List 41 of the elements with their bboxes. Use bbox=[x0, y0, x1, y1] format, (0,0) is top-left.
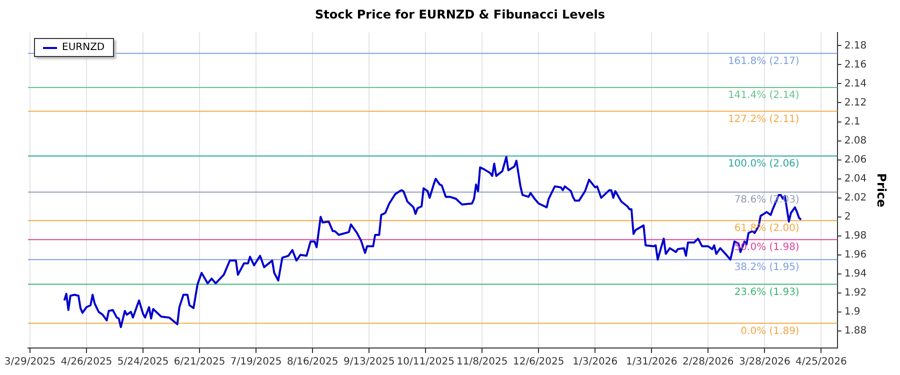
x-tick-label: 3/29/2025 bbox=[4, 356, 56, 368]
x-tick-label: 5/24/2025 bbox=[117, 356, 169, 368]
y-tick-label: 2.06 bbox=[844, 154, 867, 166]
y-tick-label: 1.88 bbox=[844, 325, 867, 336]
y-tick-label: 1.9 bbox=[844, 306, 860, 318]
y-axis-title: Price bbox=[874, 173, 889, 208]
x-tick-label: 3/28/2026 bbox=[739, 356, 790, 368]
x-tick-label: 9/13/2025 bbox=[343, 356, 395, 368]
ref-line-label: 100.0% (2.06) bbox=[728, 158, 800, 170]
y-tick-label: 2.02 bbox=[844, 192, 867, 204]
x-tick-label: 2/28/2026 bbox=[682, 356, 734, 368]
legend-label: EURNZD bbox=[62, 42, 105, 54]
ref-line-label: 38.2% (1.95) bbox=[734, 262, 800, 274]
y-tick-label: 1.98 bbox=[844, 230, 867, 242]
ref-line-label: 127.2% (2.11) bbox=[728, 114, 800, 125]
y-tick-label: 2.14 bbox=[844, 78, 867, 90]
ref-line-label: 23.6% (1.93) bbox=[734, 286, 800, 298]
y-tick-label: 1.96 bbox=[844, 249, 867, 260]
y-tick-label: 2.1 bbox=[844, 116, 860, 128]
y-tick-label: 2.16 bbox=[844, 59, 867, 70]
y-tick-label: 2.18 bbox=[844, 40, 867, 52]
y-tick-label: 2 bbox=[844, 211, 851, 222]
y-tick-label: 2.08 bbox=[844, 135, 867, 146]
x-tick-label: 10/11/2025 bbox=[396, 356, 454, 368]
x-tick-label: 11/8/2025 bbox=[456, 356, 508, 368]
x-tick-label: 1/3/2026 bbox=[572, 356, 618, 368]
ref-line-label: 141.4% (2.14) bbox=[728, 90, 800, 102]
x-tick-label: 1/31/2026 bbox=[626, 356, 678, 368]
x-tick-label: 4/25/2026 bbox=[796, 356, 847, 368]
ref-line-label: 0.0% (1.89) bbox=[740, 326, 800, 337]
y-tick-label: 1.94 bbox=[844, 268, 867, 280]
ref-line-label: 161.8% (2.17) bbox=[728, 56, 800, 67]
chart-title: Stock Price for EURNZD & Fibunacci Levels bbox=[314, 7, 606, 22]
x-tick-label: 8/16/2025 bbox=[286, 356, 338, 368]
y-tick-label: 2.04 bbox=[844, 173, 867, 184]
x-tick-label: 12/6/2025 bbox=[512, 356, 564, 368]
y-tick-label: 1.92 bbox=[844, 287, 867, 298]
x-tick-label: 4/26/2025 bbox=[60, 356, 112, 368]
x-tick-label: 7/19/2025 bbox=[230, 356, 282, 368]
y-tick-label: 2.12 bbox=[844, 97, 867, 108]
x-tick-label: 6/21/2025 bbox=[174, 356, 226, 368]
